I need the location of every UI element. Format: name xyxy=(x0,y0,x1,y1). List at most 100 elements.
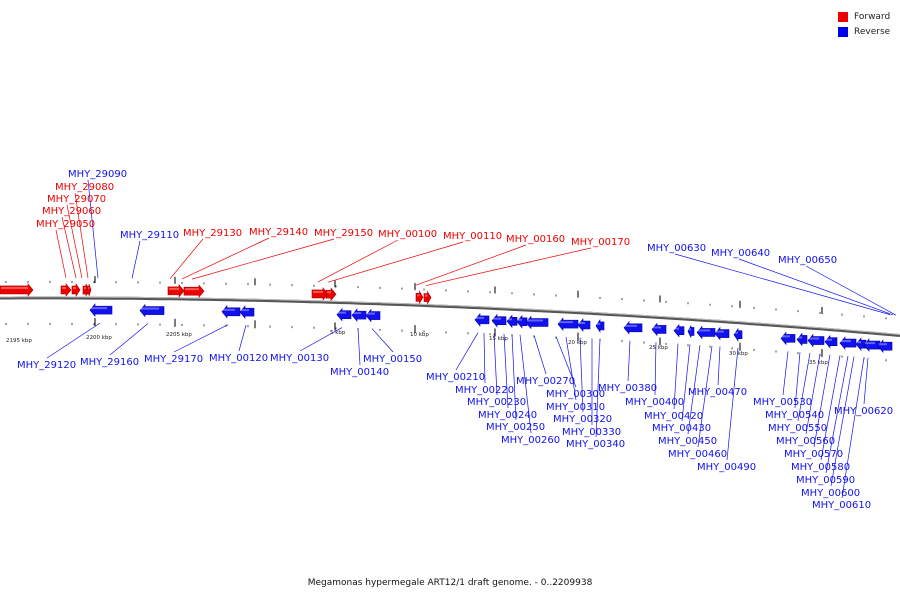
reverse-gene-arrow xyxy=(351,308,367,322)
gene-label-forward: MHY_29150 xyxy=(314,228,373,239)
gene-label-forward: MHY_00170 xyxy=(571,237,630,248)
reverse-gene-arrow xyxy=(673,323,685,338)
reverse-gene-arrow xyxy=(733,327,743,342)
label-leader-line xyxy=(503,333,509,409)
gene-arrow-shine xyxy=(698,329,710,332)
legend: Forward Reverse xyxy=(838,9,890,39)
gene-arrow-shine xyxy=(353,312,361,315)
gene-arrow-shine xyxy=(91,307,107,310)
gene-label-reverse: MHY_00140 xyxy=(330,367,389,378)
reverse-gene-arrow xyxy=(877,339,893,354)
gene-arrow-shine xyxy=(798,336,802,339)
gene-label-forward: MHY_29050 xyxy=(36,219,95,230)
genome-backbone xyxy=(0,296,900,337)
reverse-gene-arrow xyxy=(336,307,352,322)
gene-arrow-shine xyxy=(327,291,331,294)
gene-arrow-shine xyxy=(809,337,819,340)
gene-arrow-shine xyxy=(62,286,66,289)
forward-gene-arrow xyxy=(86,283,92,297)
gene-label-reverse: MHY_00150 xyxy=(363,354,422,365)
label-leader-line xyxy=(726,347,739,461)
label-leader-line xyxy=(511,334,517,421)
label-leader-line xyxy=(820,355,841,461)
label-leader-line xyxy=(681,344,691,422)
gene-label-reverse: MHY_00470 xyxy=(688,387,747,398)
gene-label-reverse: MHY_00120 xyxy=(209,353,268,364)
gene-label-reverse: MHY_29160 xyxy=(80,357,139,368)
label-leader-line xyxy=(483,332,486,384)
label-leader-line xyxy=(654,342,657,396)
forward-gene-arrow xyxy=(60,283,72,297)
reverse-gene-arrow xyxy=(474,313,490,327)
gene-arrow-shine xyxy=(857,341,861,344)
genome-backbone-highlight xyxy=(0,296,900,335)
forward-gene-arrow xyxy=(325,287,337,302)
label-leader-line xyxy=(533,335,547,375)
tick-label: 5 kbp xyxy=(330,330,346,336)
tick-label: 20 kbp xyxy=(568,340,587,346)
gene-label-reverse: MHY_00610 xyxy=(812,500,871,511)
tick-label: 10 kbp xyxy=(410,332,429,338)
tick-label: 25 kbp xyxy=(649,345,668,351)
gene-arrow-shine xyxy=(826,338,832,341)
reverse-gene-arrow xyxy=(687,325,695,338)
label-leader-line xyxy=(327,241,464,283)
tick-label: 30 kbp xyxy=(729,351,748,357)
gene-arrow-shine xyxy=(518,318,522,321)
legend-label-forward: Forward xyxy=(854,11,891,22)
gene-arrow-shine xyxy=(841,340,851,343)
legend-item-reverse: Reverse xyxy=(838,24,890,39)
gene-label-reverse: MHY_00250 xyxy=(486,422,545,433)
reverse-gene-arrow xyxy=(89,303,113,317)
label-leader-line xyxy=(238,325,247,352)
gene-arrow-shine xyxy=(716,330,724,333)
gene-label-reverse: MHY_00560 xyxy=(776,436,835,447)
gene-label-forward: MHY_29060 xyxy=(42,206,101,217)
forward-gene-arrow xyxy=(0,283,34,297)
reverse-gene-arrow xyxy=(839,336,857,350)
label-leader-line xyxy=(425,247,592,286)
gene-label-reverse: MHY_00540 xyxy=(765,410,824,421)
label-leader-line xyxy=(841,357,865,499)
gene-arrow-shine xyxy=(476,316,484,319)
legend-label-reverse: Reverse xyxy=(854,26,891,37)
forward-gene-arrow xyxy=(183,284,205,298)
gene-label-reverse: MHY_00580 xyxy=(791,462,850,473)
label-leader-line xyxy=(61,216,77,279)
gene-label-reverse: MHY_00460 xyxy=(668,449,727,460)
gene-label-reverse: MHY_00210 xyxy=(426,372,485,383)
label-leader-line xyxy=(371,328,394,353)
reverse-gene-arrow xyxy=(714,326,730,341)
label-leader-line xyxy=(455,332,479,371)
gene-arrow-shine xyxy=(675,327,679,330)
gene-arrow-shine xyxy=(169,287,179,290)
tick-label: 2205 kbp xyxy=(166,332,192,338)
gene-label-reverse: MHY_00590 xyxy=(796,475,855,486)
gene-label-reverse: MHY_29120 xyxy=(17,360,76,371)
label-leader-line xyxy=(55,229,67,279)
label-leader-line xyxy=(687,345,701,435)
label-leader-line xyxy=(415,244,527,286)
label-leader-line xyxy=(109,323,149,356)
gene-label-reverse: MHY_00430 xyxy=(652,423,711,434)
reverse-gene-arrow xyxy=(239,305,255,319)
reverse-gene-arrow xyxy=(525,315,549,330)
forward-gene-arrow xyxy=(311,287,329,301)
gene-label-forward: MHY_00100 xyxy=(378,229,437,240)
gene-label-reverse: MHY_00320 xyxy=(553,414,612,425)
reverse-gene-arrow xyxy=(595,318,605,333)
reverse-gene-arrow xyxy=(796,332,808,347)
label-leader-line xyxy=(173,324,229,353)
reverse-gene-arrow xyxy=(491,313,507,328)
label-leader-line xyxy=(66,204,83,279)
gene-label-reverse: MHY_00380 xyxy=(598,383,657,394)
reverse-gene-arrow xyxy=(577,318,591,332)
tick-label: 15 kbp xyxy=(489,336,508,342)
label-leader-line xyxy=(738,258,894,316)
gene-label-forward: MHY_00110 xyxy=(443,231,502,242)
label-leader-line xyxy=(825,356,849,474)
forward-gene-arrow xyxy=(167,284,185,298)
gene-arrow-shine xyxy=(579,321,585,324)
gene-label-reverse: MHY_00400 xyxy=(625,397,684,408)
gene-arrow-shine xyxy=(313,290,323,293)
